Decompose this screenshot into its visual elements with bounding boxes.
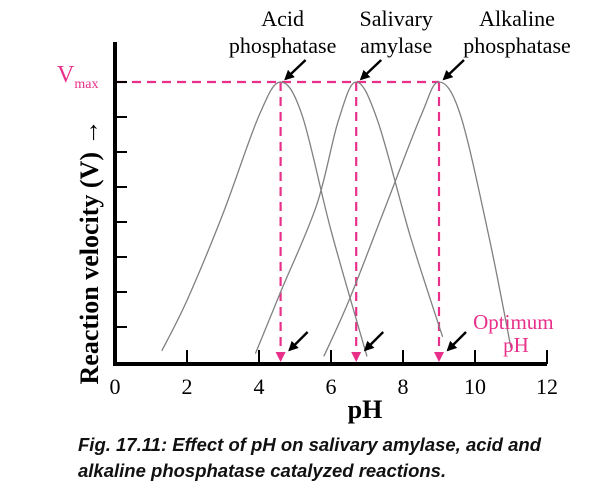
x-tick-label: 6: [326, 374, 337, 399]
x-tick-label: 0: [110, 374, 121, 399]
optimum-pointer-arrow-2: [363, 331, 385, 352]
x-tick-label: 4: [254, 374, 265, 399]
series-label-acid-phosphatase: Acid phosphatase: [229, 6, 337, 58]
optimum-label: Optimum pH: [473, 310, 559, 357]
peak-pointer-arrow-2: [359, 59, 383, 81]
x-tick-label: 8: [398, 374, 409, 399]
series-label-salivary-amylase: Salivary amylase: [360, 6, 433, 58]
y-axis-label: Reaction velocity (V) →: [75, 120, 104, 385]
x-tick-label: 12: [536, 374, 558, 399]
series-label-alkaline-phosphatase: Alkaline phosphatase: [463, 6, 571, 58]
vmax-label: Vmax: [57, 62, 98, 92]
optimum-pointer-arrow-1: [288, 331, 309, 352]
figure-caption: Fig. 17.11: Effect of pH on salivary amy…: [78, 434, 542, 481]
optimum-pointer-arrow-3: [446, 331, 467, 352]
curve-salivary-amylase: [254, 81, 444, 354]
curve-acid-phosphatase: [161, 81, 368, 357]
peak-pointer-arrow-1: [284, 59, 307, 81]
x-axis-label: pH: [348, 395, 383, 424]
peak-pointer-arrow-3: [442, 59, 465, 81]
x-tick-label: 2: [182, 374, 193, 399]
chart: Vmax Reaction velocity (V) → pH Optimum …: [57, 6, 571, 424]
x-tick-label: 10: [464, 374, 486, 399]
curve-alkaline-phosphatase: [323, 81, 512, 357]
